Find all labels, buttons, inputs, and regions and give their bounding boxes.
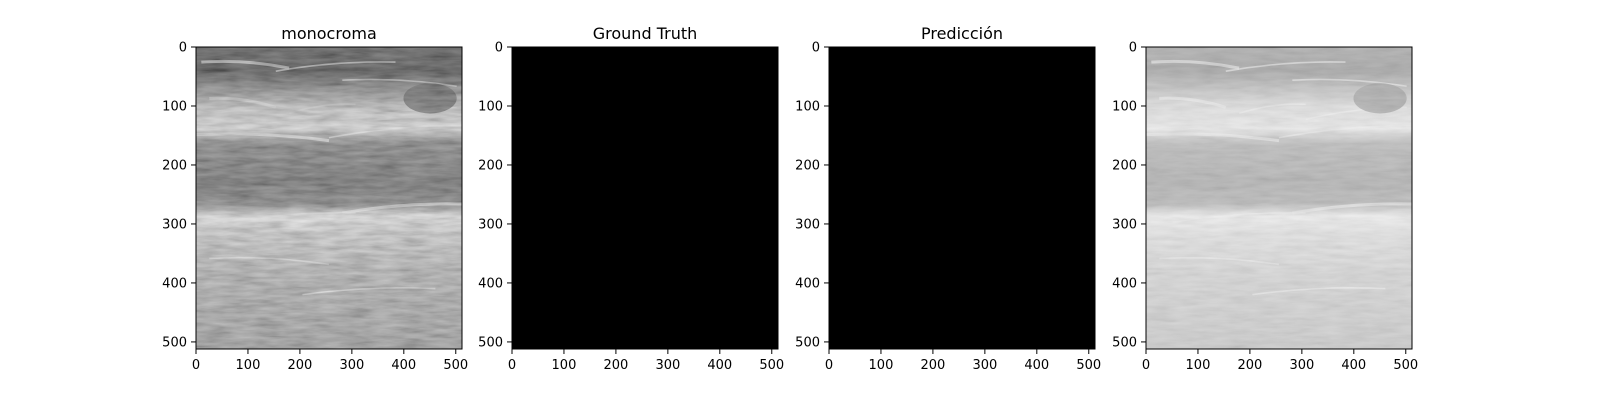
x-tick-label: 200	[603, 358, 628, 373]
x-tick-label: 100	[869, 358, 894, 373]
x-tick-label: 100	[236, 358, 261, 373]
panel-title: monocroma	[281, 24, 377, 43]
x-tick-label: 400	[707, 358, 732, 373]
x-tick-label: 400	[391, 358, 416, 373]
y-tick-label: 200	[1112, 158, 1137, 173]
x-tick-label: 200	[1237, 358, 1262, 373]
axes-frame	[1145, 46, 1413, 350]
y-tick-label: 400	[795, 276, 820, 291]
y-tick-label: 100	[478, 99, 503, 114]
x-tick-label: 0	[1142, 358, 1150, 373]
panel-title: Predicción	[921, 24, 1003, 43]
x-tick-label: 300	[972, 358, 997, 373]
x-tick-label: 300	[339, 358, 364, 373]
image-panel: 0 100 200 300 400 500 0 100 200 300 400 500	[1112, 41, 1418, 374]
y-tick-label: 400	[478, 276, 503, 291]
y-tick-label: 100	[162, 99, 187, 114]
x-tick-label: 200	[920, 358, 945, 373]
ultrasound-image	[1145, 47, 1413, 349]
mask-image	[829, 47, 1095, 349]
x-tick-label: 0	[192, 358, 200, 373]
x-tick-label: 500	[1076, 358, 1101, 373]
y-tick-label: 0	[179, 41, 187, 56]
y-tick-label: 200	[162, 158, 187, 173]
image-panel: Predicción 0 100 200 300 400 500 0 100 200 300 400 5…	[795, 24, 1101, 373]
axes-frame	[511, 46, 779, 350]
y-tick-label: 500	[478, 335, 503, 350]
y-tick-label: 100	[795, 99, 820, 114]
x-tick-label: 500	[443, 358, 468, 373]
y-tick-label: 100	[1112, 99, 1137, 114]
y-tick-label: 200	[478, 158, 503, 173]
x-tick-label: 400	[1341, 358, 1366, 373]
x-tick-label: 400	[1024, 358, 1049, 373]
y-tick-label: 0	[812, 41, 820, 56]
y-tick-label: 0	[495, 41, 503, 56]
speckle-texture	[1146, 47, 1412, 349]
x-tick-label: 500	[1393, 358, 1418, 373]
y-tick-label: 500	[795, 335, 820, 350]
x-tick-label: 300	[1289, 358, 1314, 373]
y-tick-label: 300	[1112, 217, 1137, 232]
x-tick-label: 200	[287, 358, 312, 373]
mask-image	[512, 47, 778, 349]
y-tick-label: 300	[162, 217, 187, 232]
x-tick-label: 500	[759, 358, 784, 373]
y-tick-label: 500	[162, 335, 187, 350]
y-tick-label: 500	[1112, 335, 1137, 350]
y-tick-label: 200	[795, 158, 820, 173]
y-tick-label: 300	[478, 217, 503, 232]
axes-frame	[828, 46, 1096, 350]
x-tick-label: 0	[825, 358, 833, 373]
x-tick-label: 0	[508, 358, 516, 373]
panel-title: Ground Truth	[593, 24, 698, 43]
y-tick-label: 400	[1112, 276, 1137, 291]
x-tick-label: 100	[1186, 358, 1211, 373]
speckle-texture	[196, 47, 462, 349]
image-panel: Ground Truth 0 100 200 300 400 500 0 100 200 300 40…	[478, 24, 784, 373]
axes-frame	[195, 46, 463, 350]
ultrasound-image	[195, 47, 463, 349]
y-tick-label: 0	[1129, 41, 1137, 56]
image-panel: monocroma 0 100 200 300 400 500 0 100 200 300 400 50…	[162, 24, 468, 373]
y-tick-label: 300	[795, 217, 820, 232]
x-tick-label: 300	[655, 358, 680, 373]
y-tick-label: 400	[162, 276, 187, 291]
x-tick-label: 100	[552, 358, 577, 373]
